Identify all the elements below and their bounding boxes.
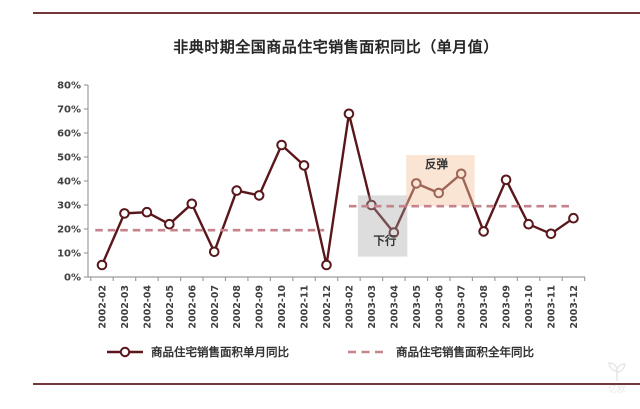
data-point-marker xyxy=(343,108,355,120)
x-tick-label: 2002-10 xyxy=(277,285,288,329)
x-tick-label: 2002-09 xyxy=(255,285,266,329)
x-tick-label: 2003-08 xyxy=(479,285,490,329)
y-tick-label: 30% xyxy=(57,201,81,212)
x-tick-label: 2003-05 xyxy=(412,285,423,329)
y-tick-label: 40% xyxy=(57,177,81,188)
data-point-marker xyxy=(119,208,130,219)
data-point-marker xyxy=(321,259,332,271)
watermark-logo: 亿欧 xyxy=(596,362,638,404)
x-tick-label: 2002-05 xyxy=(165,285,176,329)
chart-title: 非典时期全国商品住宅销售面积同比（单月值） xyxy=(173,38,499,56)
x-tick-label: 2003-03 xyxy=(367,285,378,329)
data-point-marker xyxy=(276,139,287,151)
y-tick-label: 60% xyxy=(57,129,81,140)
data-point-marker xyxy=(164,218,175,230)
x-tick-label: 2003-12 xyxy=(569,285,580,329)
x-tick-label: 2002-12 xyxy=(322,285,333,329)
chart-axes xyxy=(84,84,586,281)
top-divider xyxy=(33,12,640,14)
legend-item-monthly: 商品住宅销售面积单月同比 xyxy=(106,344,289,360)
data-point-marker xyxy=(478,226,489,237)
x-tick-label: 2003-07 xyxy=(457,285,468,329)
y-axis-tick-labels: 0% 10% 20% 30% 40% 50% 60% 70% 80% xyxy=(57,81,81,284)
x-tick-label: 2003-04 xyxy=(389,285,400,329)
annotation-labels: 下行 反弹 xyxy=(373,157,448,248)
x-tick-label: 2002-02 xyxy=(98,285,109,329)
annotation-box-1 xyxy=(406,155,475,207)
annotation-label-1: 反弹 xyxy=(425,157,448,171)
x-tick-label: 2002-04 xyxy=(142,285,153,329)
data-point-marker xyxy=(523,218,534,230)
x-tick-label: 2002-07 xyxy=(210,285,221,329)
y-tick-label: 80% xyxy=(57,81,81,92)
monthly-series-line xyxy=(96,108,579,271)
legend-item-annual: 商品住宅销售面积全年同比 xyxy=(347,344,534,360)
x-tick-label: 2003-09 xyxy=(502,285,513,329)
annual-dashed-lines xyxy=(95,204,569,232)
x-tick-label: 2002-08 xyxy=(232,285,243,329)
x-tick-label: 2002-06 xyxy=(187,285,198,329)
data-point-marker xyxy=(186,198,198,210)
data-point-marker xyxy=(208,246,220,258)
data-point-marker xyxy=(231,185,242,196)
y-tick-label: 20% xyxy=(57,225,81,236)
data-point-marker xyxy=(141,206,153,218)
bottom-divider xyxy=(33,383,640,385)
data-point-marker xyxy=(298,160,310,171)
y-tick-label: 0% xyxy=(64,273,81,284)
x-tick-label: 2002-11 xyxy=(300,285,311,329)
annotation-label-0: 下行 xyxy=(373,234,396,248)
data-point-marker xyxy=(388,227,400,238)
y-tick-label: 70% xyxy=(57,105,81,116)
x-tick-label: 2002-03 xyxy=(120,285,131,329)
sprout-icon xyxy=(608,362,626,381)
data-point-marker xyxy=(433,187,445,199)
data-point-marker xyxy=(253,190,265,201)
x-tick-label: 2003-10 xyxy=(524,285,535,329)
legend-label-monthly: 商品住宅销售面积单月同比 xyxy=(151,345,289,359)
x-tick-label: 2003-02 xyxy=(344,285,355,329)
data-point-marker xyxy=(96,259,108,271)
x-tick-label: 2003-11 xyxy=(547,285,558,329)
x-tick-label: 2003-06 xyxy=(434,285,445,329)
y-tick-label: 10% xyxy=(57,249,81,260)
data-point-marker xyxy=(545,228,557,240)
data-point-marker xyxy=(500,174,512,186)
legend-label-annual: 商品住宅销售面积全年同比 xyxy=(396,345,534,359)
data-point-marker xyxy=(455,168,467,180)
series-polyline xyxy=(100,112,575,267)
chart-legend: 商品住宅销售面积单月同比 商品住宅销售面积全年同比 xyxy=(0,344,640,360)
dashed-line-marker-icon xyxy=(348,350,388,354)
y-tick-label: 50% xyxy=(57,153,81,164)
data-point-marker xyxy=(568,212,579,224)
line-with-circle-marker-icon xyxy=(107,346,143,358)
data-point-marker xyxy=(411,178,422,189)
watermark-text: 亿欧 xyxy=(607,385,626,395)
x-axis-tick-labels: 2002-02 2002-03 2002-04 2002-05 2002-06 2002-… xyxy=(98,285,580,329)
